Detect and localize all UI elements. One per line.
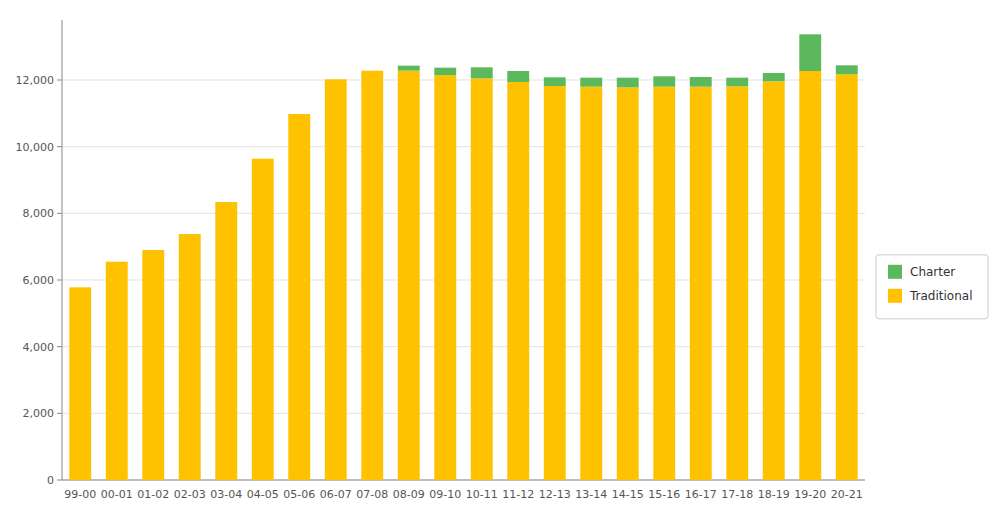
bar-segment <box>179 234 201 480</box>
legend-frame <box>876 255 988 319</box>
x-tick-label: 01-02 <box>137 488 169 501</box>
x-axis: 99-00 00-01 01-02 02-03 03-04 04-05 05-06 06-07… <box>64 488 862 501</box>
y-tick <box>57 280 62 281</box>
y-tick <box>57 346 62 347</box>
bar-segment <box>106 261 128 262</box>
x-tick-label: 05-06 <box>283 488 315 501</box>
x-tick-label: 00-01 <box>101 488 133 501</box>
chart-container: 0 2,000 4,000 6,000 8,000 10,000 12,000 99-00 00… <box>0 0 1000 516</box>
x-tick-label: 20-21 <box>831 488 863 501</box>
x-tick-label: 18-19 <box>758 488 790 501</box>
y-tick-label: 10,000 <box>16 141 55 154</box>
bar-segment <box>690 87 712 480</box>
bar-segment <box>434 68 456 75</box>
x-tick-label: 06-07 <box>320 488 352 501</box>
y-tick-label: 12,000 <box>16 74 55 87</box>
bar-segment <box>763 81 785 480</box>
y-tick-label: 4,000 <box>23 341 55 354</box>
bar-segment <box>215 202 237 203</box>
bar-segment <box>836 74 858 480</box>
y-tick <box>57 213 62 214</box>
bar-segment <box>471 78 493 480</box>
x-tick-label: 14-15 <box>612 488 644 501</box>
y-tick-label: 2,000 <box>23 407 55 420</box>
bar-segment <box>617 78 639 88</box>
x-tick-label: 11-12 <box>502 488 534 501</box>
bar-segment <box>398 71 420 480</box>
x-tick-label: 07-08 <box>356 488 388 501</box>
x-tick-label: 19-20 <box>794 488 826 501</box>
grid <box>62 80 865 480</box>
x-tick-label: 16-17 <box>685 488 717 501</box>
x-tick-label: 99-00 <box>64 488 96 501</box>
bar-segment <box>690 77 712 87</box>
bar-segment <box>799 34 821 71</box>
x-tick-label: 03-04 <box>210 488 242 501</box>
bar-segment <box>179 234 201 235</box>
bar-segment <box>252 159 274 480</box>
x-tick-label: 10-11 <box>466 488 498 501</box>
bar-segment <box>288 114 310 480</box>
bar-segment <box>252 158 274 159</box>
bar-segment <box>544 77 566 86</box>
y-tick <box>57 480 62 481</box>
y-tick-label: 6,000 <box>23 274 55 287</box>
bar-segment <box>325 79 347 480</box>
bar-segment <box>507 82 529 480</box>
y-tick <box>57 413 62 414</box>
legend-label: Traditional <box>909 289 972 303</box>
x-tick-label: 08-09 <box>393 488 425 501</box>
legend-swatch <box>888 289 902 303</box>
y-tick-label: 8,000 <box>23 207 55 220</box>
x-tick-label: 04-05 <box>247 488 279 501</box>
bar-segment <box>142 250 164 480</box>
y-axis-line <box>62 20 63 480</box>
bar-segment <box>799 71 821 480</box>
legend-label: Charter <box>910 265 955 279</box>
bar-segment <box>361 70 383 71</box>
bar-segment <box>580 78 602 87</box>
legend-swatch <box>888 265 902 279</box>
bar-segment <box>507 71 529 82</box>
bar-segment <box>69 287 91 288</box>
bar-segment <box>361 71 383 480</box>
bar-segment <box>434 75 456 480</box>
bar-segment <box>69 287 91 480</box>
x-tick-label: 17-18 <box>721 488 753 501</box>
bar-segment <box>653 87 675 480</box>
bar-segment <box>836 65 858 74</box>
chart-svg: 0 2,000 4,000 6,000 8,000 10,000 12,000 99-00 00… <box>0 0 1000 516</box>
x-tick-label: 02-03 <box>174 488 206 501</box>
bar-segment <box>653 76 675 86</box>
y-tick <box>57 80 62 81</box>
bar-segment <box>106 262 128 480</box>
axes: 0 2,000 4,000 6,000 8,000 10,000 12,000 <box>16 20 866 487</box>
bar-segment <box>617 87 639 480</box>
bar-segment <box>325 79 347 80</box>
bar-segment <box>471 67 493 78</box>
bar-segment <box>142 250 164 251</box>
bar-segment <box>763 73 785 81</box>
bar-segment <box>580 87 602 480</box>
x-tick-label: 12-13 <box>539 488 571 501</box>
x-tick-label: 09-10 <box>429 488 461 501</box>
x-tick-label: 15-16 <box>648 488 680 501</box>
y-tick <box>57 146 62 147</box>
bar-segment <box>215 202 237 480</box>
bar-segment <box>544 86 566 480</box>
y-tick-label: 0 <box>47 474 54 487</box>
bar-segment <box>398 66 420 71</box>
bars <box>69 34 857 480</box>
legend: Charter Traditional <box>876 255 988 319</box>
x-tick-label: 13-14 <box>575 488 607 501</box>
bar-segment <box>726 86 748 480</box>
bar-segment <box>288 114 310 115</box>
bar-segment <box>726 78 748 87</box>
